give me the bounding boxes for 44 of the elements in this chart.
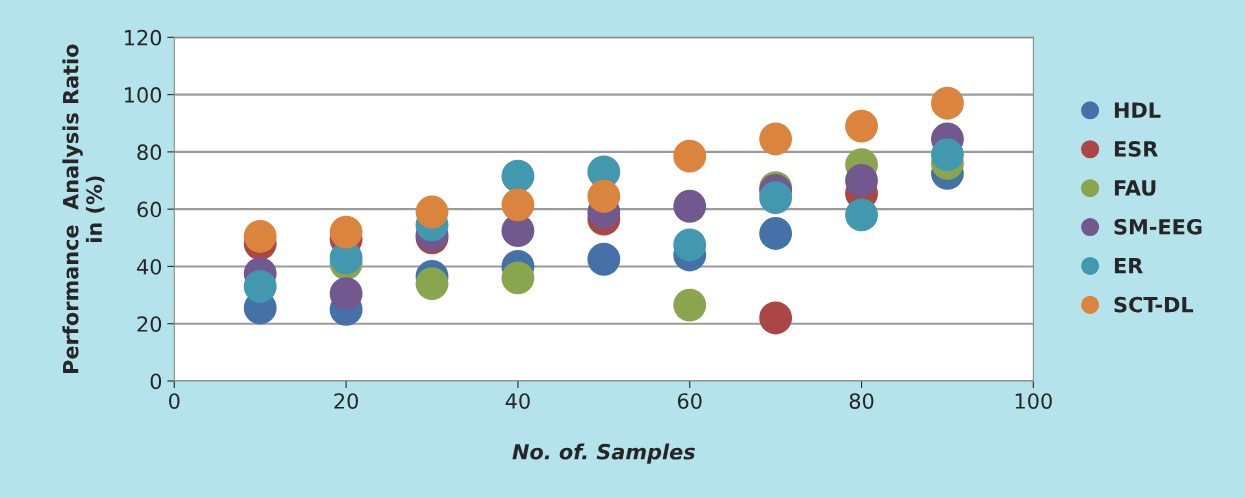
x-tick-label: 60 <box>677 393 702 409</box>
point <box>673 288 707 322</box>
legend-label: SCT-DL <box>1114 296 1194 313</box>
y-tick-label: 60 <box>137 201 162 218</box>
y-axis-title: Performance Analysis Ratio in (%) <box>62 44 105 373</box>
y-tick-label: 40 <box>137 258 162 275</box>
point <box>415 195 449 229</box>
legend-label: ER <box>1114 258 1143 274</box>
point <box>931 138 964 172</box>
y-tick-label: 100 <box>125 87 162 103</box>
x-tick-label: 40 <box>505 393 530 409</box>
point <box>845 198 878 232</box>
x-tick-label: 80 <box>849 393 874 409</box>
legend-label: FAU <box>1114 180 1156 196</box>
point <box>243 270 277 303</box>
point <box>501 261 535 295</box>
point <box>673 139 707 173</box>
point <box>759 181 793 215</box>
point <box>243 219 277 253</box>
point <box>931 86 964 120</box>
point <box>759 122 793 156</box>
y-tick-label: 120 <box>125 29 162 46</box>
point <box>673 228 707 262</box>
point <box>845 164 878 197</box>
point <box>759 301 793 335</box>
point <box>845 109 878 143</box>
point <box>587 242 621 276</box>
y-tick-label: 20 <box>137 316 162 332</box>
point <box>673 189 707 223</box>
point <box>587 179 621 213</box>
legend-label: HDL <box>1114 102 1161 118</box>
point <box>415 267 449 301</box>
x-tick-label: 100 <box>1015 393 1052 409</box>
point <box>501 159 535 193</box>
x-axis-title: No. of. Samples <box>512 443 695 464</box>
point <box>501 188 535 222</box>
legend-label: SM-EEG <box>1114 218 1202 235</box>
x-tick-label: 20 <box>334 393 358 409</box>
x-tick-label: 0 <box>169 393 180 409</box>
legend-label: ESR <box>1114 141 1158 157</box>
point <box>759 217 793 250</box>
point <box>329 277 363 311</box>
y-tick-label: 80 <box>137 144 162 161</box>
y-tick-label: 0 <box>150 373 162 390</box>
